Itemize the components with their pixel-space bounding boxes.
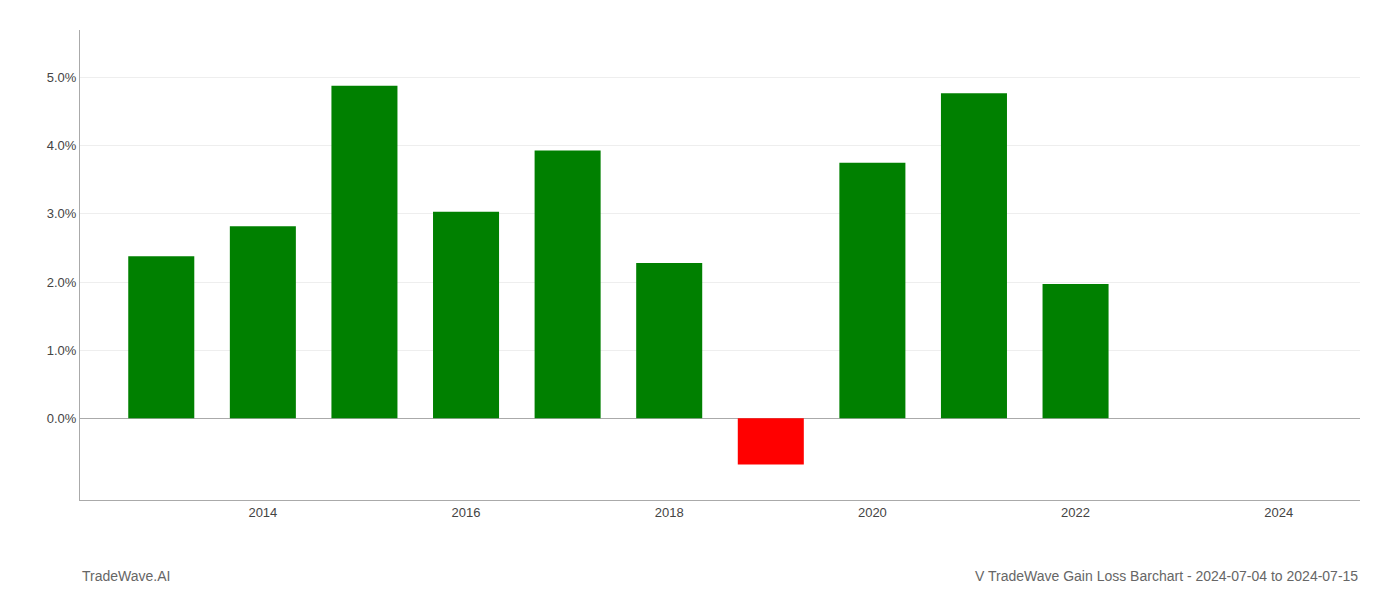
svg-text:2024: 2024	[1264, 505, 1293, 520]
svg-text:2020: 2020	[858, 505, 887, 520]
svg-text:TradeWave.AI: TradeWave.AI	[82, 568, 170, 584]
svg-text:4.0%: 4.0%	[47, 138, 77, 153]
svg-text:5.0%: 5.0%	[47, 70, 77, 85]
svg-text:2022: 2022	[1061, 505, 1090, 520]
svg-text:2016: 2016	[452, 505, 481, 520]
svg-text:3.0%: 3.0%	[47, 206, 77, 221]
svg-text:2.0%: 2.0%	[47, 275, 77, 290]
svg-text:1.0%: 1.0%	[47, 343, 77, 358]
svg-text:0.0%: 0.0%	[47, 411, 77, 426]
svg-text:2014: 2014	[248, 505, 277, 520]
svg-text:2018: 2018	[655, 505, 684, 520]
svg-text:V TradeWave Gain Loss Barchart: V TradeWave Gain Loss Barchart - 2024-07…	[975, 568, 1358, 584]
